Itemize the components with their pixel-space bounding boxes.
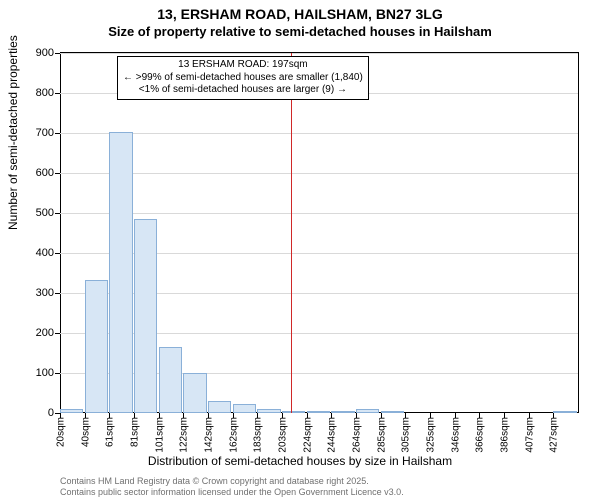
histogram-bar	[331, 411, 354, 413]
marker-line	[291, 53, 292, 413]
chart-container: 13, ERSHAM ROAD, HAILSHAM, BN27 3LG Size…	[0, 0, 600, 500]
histogram-bar	[356, 409, 379, 413]
y-axis-line	[60, 53, 61, 413]
histogram-bar	[159, 347, 182, 413]
x-tick-label: 224sqm	[302, 417, 313, 453]
gridline	[60, 53, 578, 54]
x-tick-label: 346sqm	[450, 417, 461, 453]
footer-line: Contains HM Land Registry data © Crown c…	[60, 476, 404, 487]
y-axis-label: Number of semi-detached properties	[6, 35, 20, 230]
x-tick-label: 101sqm	[154, 417, 165, 453]
x-tick-label: 366sqm	[475, 417, 486, 453]
y-tick-label: 800	[36, 87, 54, 99]
x-tick-label: 427sqm	[549, 417, 560, 453]
y-tick-label: 200	[36, 327, 54, 339]
histogram-bar	[282, 411, 305, 413]
histogram-bar	[381, 411, 404, 413]
histogram-bar	[183, 373, 206, 413]
x-tick-label: 244sqm	[327, 417, 338, 453]
x-tick-label: 386sqm	[500, 417, 511, 453]
x-tick-label: 40sqm	[80, 417, 91, 447]
histogram-bar	[307, 411, 330, 413]
histogram-bar	[553, 411, 576, 413]
x-tick-label: 162sqm	[228, 417, 239, 453]
y-tick-label: 0	[48, 407, 54, 419]
x-tick-label: 183sqm	[253, 417, 264, 453]
histogram-bar	[233, 404, 256, 413]
gridline	[60, 213, 578, 214]
histogram-bar	[109, 132, 132, 413]
x-tick-label: 81sqm	[130, 417, 141, 447]
annotation-box: 13 ERSHAM ROAD: 197sqm← >99% of semi-det…	[117, 56, 369, 100]
histogram-bar	[257, 409, 280, 413]
annotation-line: <1% of semi-detached houses are larger (…	[123, 84, 363, 97]
chart-title: 13, ERSHAM ROAD, HAILSHAM, BN27 3LG	[0, 0, 600, 22]
x-tick-label: 20sqm	[56, 417, 67, 447]
histogram-bar	[134, 219, 157, 413]
y-tick-label: 300	[36, 287, 54, 299]
histogram-bar	[208, 401, 231, 413]
y-tick-label: 900	[36, 47, 54, 59]
y-tick-label: 600	[36, 167, 54, 179]
x-tick-label: 203sqm	[278, 417, 289, 453]
histogram-bar	[85, 280, 108, 413]
x-axis-label: Distribution of semi-detached houses by …	[0, 454, 600, 468]
footer-attribution: Contains HM Land Registry data © Crown c…	[60, 476, 404, 498]
histogram-bar	[60, 409, 83, 413]
footer-line: Contains public sector information licen…	[60, 487, 404, 498]
x-tick-label: 407sqm	[524, 417, 535, 453]
annotation-line: 13 ERSHAM ROAD: 197sqm	[123, 59, 363, 72]
x-tick-label: 122sqm	[179, 417, 190, 453]
x-tick-label: 285sqm	[376, 417, 387, 453]
x-tick-label: 264sqm	[352, 417, 363, 453]
gridline	[60, 133, 578, 134]
x-tick-label: 305sqm	[401, 417, 412, 453]
y-tick-label: 400	[36, 247, 54, 259]
gridline	[60, 173, 578, 174]
y-tick-label: 500	[36, 207, 54, 219]
plot-area: 010020030040050060070080090020sqm40sqm61…	[60, 52, 579, 413]
chart-subtitle: Size of property relative to semi-detach…	[0, 22, 600, 39]
y-tick-label: 100	[36, 367, 54, 379]
annotation-line: ← >99% of semi-detached houses are small…	[123, 72, 363, 85]
y-tick-label: 700	[36, 127, 54, 139]
x-tick-label: 61sqm	[105, 417, 116, 447]
x-tick-label: 325sqm	[426, 417, 437, 453]
x-tick-label: 142sqm	[204, 417, 215, 453]
